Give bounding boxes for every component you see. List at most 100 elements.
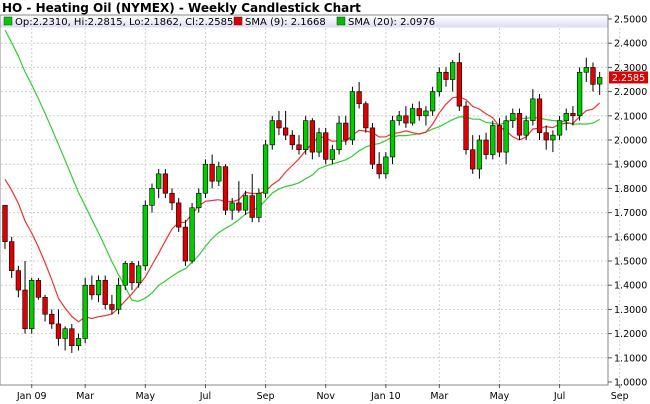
candle [269,115,275,150]
candle [2,205,8,249]
candle-body-down [590,67,596,85]
candle [476,135,483,179]
candle-body-down [89,284,95,296]
candle-body-up [396,115,402,121]
candle [576,67,583,121]
candle-body-up [423,110,429,117]
x-tick-label: Jul [199,391,211,402]
candle [376,152,382,179]
candle [62,326,68,351]
candle [456,52,462,111]
candle-body-down [249,195,255,218]
y-tick-label: 2.1000 [614,111,647,122]
candle-body-down [102,280,108,305]
candle [296,135,302,155]
y-tick-label: 1.2000 [614,329,647,340]
candle [129,261,135,291]
candle-body-up [262,144,269,194]
candle [323,127,329,165]
candles [2,52,603,353]
candle [309,118,315,160]
candle-body-down [42,296,48,315]
y-tick-label: 2.2000 [614,87,647,98]
candle [202,159,209,199]
candle [276,110,282,136]
candle-body-up [256,192,262,218]
candle [222,164,229,216]
candle-body-down [22,289,28,330]
candle [49,309,55,329]
candle [256,188,262,223]
candle [389,115,396,165]
candle-body-up [349,91,356,141]
candle-body-down [376,163,382,175]
candle [29,277,35,334]
x-tick-label: May [135,391,155,402]
candle-body-up [142,205,148,267]
candle-body-up [530,98,536,121]
y-tick-label: 1.7000 [614,208,647,219]
x-axis: Jan 09 Mar May Jul Sep Nov Jan 10 Mar May Jul Sep [16,384,629,402]
candle [356,81,362,109]
candle [503,115,509,165]
candle [182,219,189,266]
candle [490,120,496,160]
legend: Op:2.2310, Hi:2.2815, Lo:2.1862, Cl:2.25… [3,16,435,28]
candle [142,200,148,271]
candle [162,169,168,199]
y-axis: 1.0000 1.1000 1.2000 1.3000 1.4000 1.5000 1.60… [608,15,647,389]
candle-body-down [323,132,329,160]
candle-body-down [536,98,543,134]
x-tick-label: Sep [257,391,275,402]
candle [42,294,48,322]
candle [510,108,516,128]
candle-body-down [2,205,8,242]
candle-body-down [416,108,422,117]
candle-body-down [356,91,362,104]
candle-body-up [229,202,235,211]
candle-body-up [476,139,483,170]
candle [416,101,422,121]
y-tick-label: 1.9000 [614,160,647,171]
legend-bar [0,15,608,28]
candle-body-up [523,120,529,136]
candle-body-up [576,71,583,117]
candle [69,323,75,353]
candle [523,115,529,140]
candle-body-up [216,166,222,182]
candle [343,115,349,145]
last-price-label: 2.2585 [609,71,648,84]
candle-body-up [597,77,603,85]
candle [470,135,476,174]
candle-body-down [15,270,22,291]
candle [336,115,342,155]
candle-body-down [182,226,189,262]
candle-body-up [135,265,142,284]
candle [236,181,242,213]
candle-body-down [162,173,168,194]
candle-body-up [409,108,416,124]
candle [95,275,102,303]
candle-body-up [189,207,195,262]
candle-body-down [236,202,242,211]
candle-body-up [115,284,122,310]
candle [436,67,442,97]
candle-body-up [82,284,88,339]
candle [22,261,28,334]
candle [9,236,15,278]
y-tick-label: 2.3000 [614,63,647,74]
candle-body-up [62,328,68,339]
candle-body-up [242,195,249,211]
candle [530,89,536,126]
candle-body-up [563,113,569,121]
candle-body-down [209,163,215,182]
candle-body-down [69,328,75,347]
candle-body-down [456,62,462,107]
y-tick-label: 1.3000 [614,305,647,316]
candle-body-down [470,149,476,170]
candle [176,198,182,232]
candle-body-up [303,120,309,150]
last-price-box [609,71,648,84]
candle [102,275,108,310]
sma20-swatch [336,16,346,26]
